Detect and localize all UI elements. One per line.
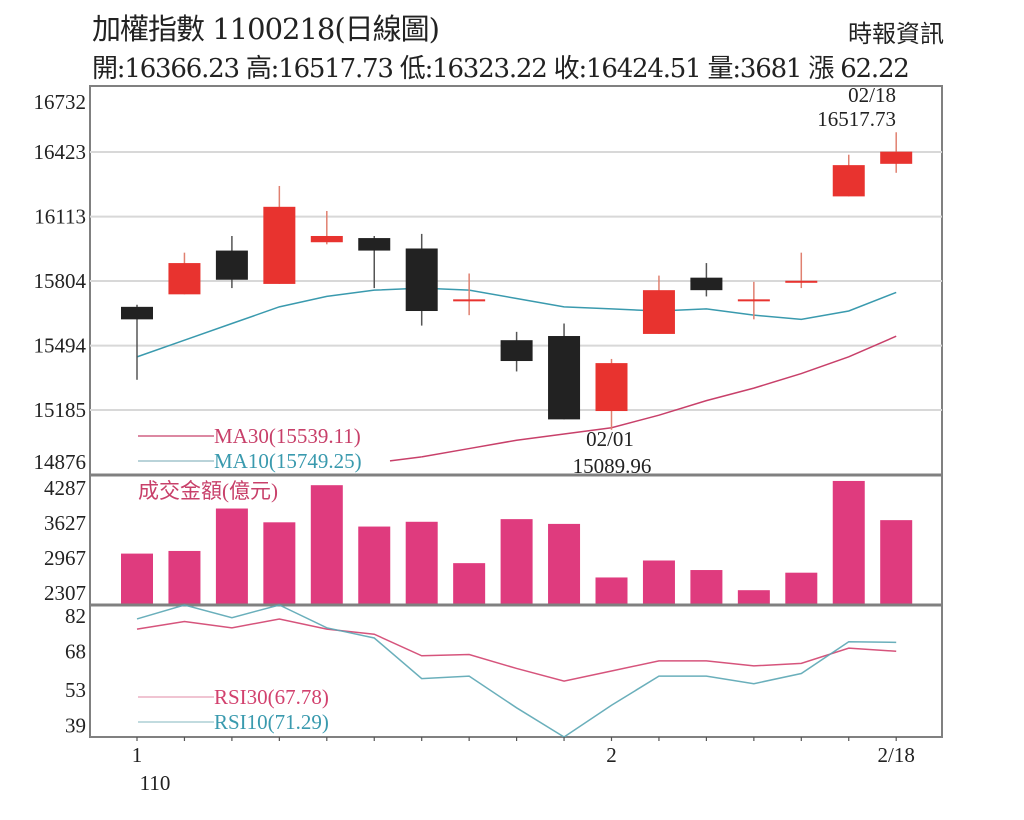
volume-bar (737, 590, 770, 604)
rsi30-legend: RSI30(67.78) (214, 685, 329, 709)
candle-down (358, 238, 391, 251)
candle-down (690, 277, 723, 291)
ma30-line-start (389, 456, 422, 462)
volume-tick-label: 2307 (44, 581, 86, 605)
volume-bar (405, 521, 438, 604)
volume-tick-label: 2967 (44, 546, 86, 570)
volume-bars (121, 480, 913, 604)
candle-up (310, 235, 343, 243)
chart-border (89, 85, 943, 738)
ma10-legend: MA10(15749.25) (214, 449, 362, 473)
price-axis: 16732 16423 16113 15804 15494 15185 14876 (34, 90, 87, 474)
volume-tick-label: 4287 (44, 476, 86, 500)
price-tick-label: 14876 (34, 450, 87, 474)
volume-bar (642, 560, 675, 604)
x-year-label: 110 (140, 771, 171, 795)
rsi-tick-label: 39 (65, 713, 86, 737)
x-tick-label: 1 (132, 743, 143, 767)
ma10-line (136, 287, 897, 358)
candlestick-series (121, 132, 913, 430)
candle-up (785, 280, 818, 283)
volume-bar (500, 519, 533, 604)
candle-down (405, 248, 438, 312)
volume-bar (310, 485, 343, 604)
ma30-legend: MA30(15539.11) (214, 424, 361, 448)
volume-bar (832, 480, 865, 604)
price-tick-label: 16113 (34, 205, 86, 229)
x-axis: 1 110 2 2/18 (132, 737, 915, 795)
volume-bar (595, 577, 628, 604)
low-value-annotation: 15089.96 (573, 454, 652, 478)
low-date-annotation: 02/01 (586, 427, 634, 451)
volume-bar (785, 572, 818, 604)
candle-down (500, 340, 533, 362)
rsi-tick-label: 82 (65, 604, 86, 628)
moving-average-lines (136, 287, 897, 462)
candle-up (737, 299, 770, 302)
candle-up (263, 206, 296, 284)
volume-tick-label: 3627 (44, 511, 86, 535)
x-tick-label: 2/18 (878, 743, 915, 767)
volume-bar (121, 553, 153, 604)
candle-down (121, 306, 153, 320)
rsi30-line (136, 618, 897, 682)
candle-up (642, 290, 675, 334)
price-tick-label: 16732 (34, 90, 87, 114)
candle-up (453, 299, 486, 302)
candle-down (548, 336, 581, 420)
chart-title: 加權指數 1100218(日線圖) (92, 12, 440, 46)
candle-up (880, 151, 913, 164)
volume-bar (358, 526, 391, 604)
volume-bar (168, 550, 201, 604)
x-tick-label: 2 (606, 743, 617, 767)
rsi-tick-label: 53 (65, 678, 86, 702)
price-tick-label: 16423 (34, 140, 87, 164)
volume-bar (215, 508, 248, 604)
source-label: 時報資訊 (848, 20, 944, 48)
candle-up (168, 263, 201, 295)
volume-legend: 成交金額(億元) (138, 479, 278, 503)
high-date-annotation: 02/18 (848, 83, 896, 107)
rsi-tick-label: 68 (65, 640, 86, 664)
ohlc-summary: 開:16366.23 高:16517.73 低:16323.22 收:16424… (92, 54, 910, 84)
price-tick-label: 15804 (34, 269, 87, 293)
rsi10-legend: RSI10(71.29) (214, 710, 329, 734)
candle-up (832, 165, 865, 197)
candle-up (595, 363, 628, 412)
chart-frames (89, 85, 943, 738)
candle-down (215, 250, 248, 280)
rsi10-line (136, 604, 897, 738)
price-tick-label: 15494 (34, 334, 87, 358)
rsi-lines (136, 604, 897, 738)
volume-bar (690, 570, 723, 604)
ma30-line (421, 335, 897, 458)
high-value-annotation: 16517.73 (817, 107, 896, 131)
volume-bar (263, 522, 296, 604)
volume-bar (453, 563, 486, 604)
price-tick-label: 15185 (34, 398, 87, 422)
volume-bar (880, 520, 913, 604)
volume-bar (548, 523, 581, 604)
volume-axis: 4287 3627 2967 2307 (44, 476, 86, 605)
rsi-axis: 82 68 53 39 (65, 604, 86, 737)
